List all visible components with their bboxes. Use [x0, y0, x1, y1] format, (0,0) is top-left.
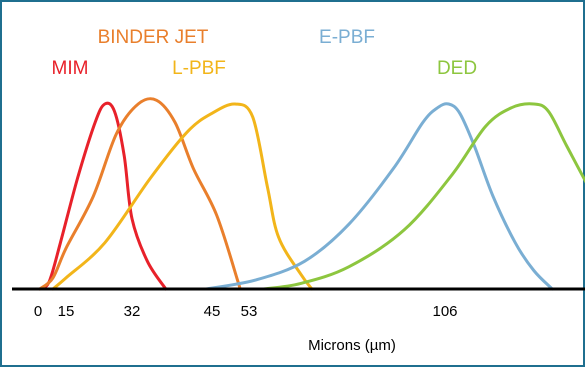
x-axis-title: Microns (µm)	[308, 337, 396, 354]
series-line-l-pbf	[51, 102, 314, 291]
series-line-mim	[38, 101, 168, 291]
series-label-l-pbf: L-PBF	[172, 58, 226, 79]
x-tick-label-15: 15	[58, 303, 75, 320]
series-label-e-pbf: E-PBF	[319, 27, 375, 48]
x-tick-label-53: 53	[241, 303, 258, 320]
x-tick-label-0: 0	[34, 303, 42, 320]
x-tick-label-32: 32	[124, 303, 141, 320]
series-line-ded	[262, 102, 585, 291]
series-line-e-pbf	[204, 102, 554, 291]
x-tick-label-45: 45	[204, 303, 221, 320]
series-line-binder-jet	[38, 97, 242, 291]
series-label-binder-jet: BINDER JET	[98, 27, 209, 48]
x-tick-label-106: 106	[432, 303, 457, 320]
series-label-ded: DED	[437, 58, 477, 79]
series-label-mim: MIM	[52, 58, 89, 79]
